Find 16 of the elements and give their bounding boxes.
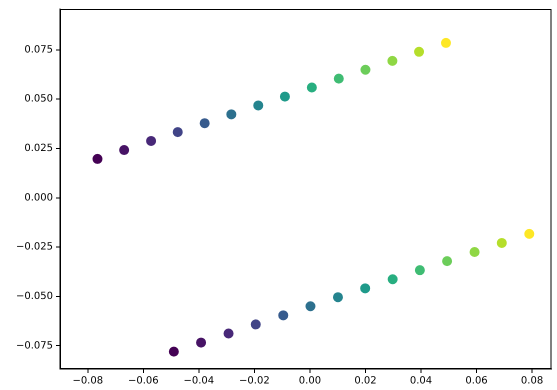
x-tick-label: −0.06 — [128, 376, 159, 387]
y-tick-label: 0.000 — [24, 192, 53, 204]
y-tick-label: −0.075 — [16, 340, 53, 352]
x-tick-label: 0.00 — [298, 376, 322, 387]
y-tick-label: 0.025 — [24, 143, 53, 154]
x-tick-label: 0.06 — [465, 376, 488, 387]
x-tick-label: −0.08 — [72, 376, 104, 387]
x-tick-label: −0.04 — [184, 376, 214, 387]
x-tick-label: 0.04 — [410, 376, 432, 387]
x-tick-label: −0.02 — [239, 376, 270, 387]
x-tick-label: 0.08 — [520, 376, 544, 387]
y-tick-label: 0.050 — [24, 94, 53, 105]
y-tick-label: −0.050 — [16, 291, 53, 302]
x-tick-label: 0.02 — [354, 376, 377, 387]
y-tick-label: 0.075 — [24, 44, 53, 56]
y-tick-label: −0.025 — [16, 242, 53, 253]
